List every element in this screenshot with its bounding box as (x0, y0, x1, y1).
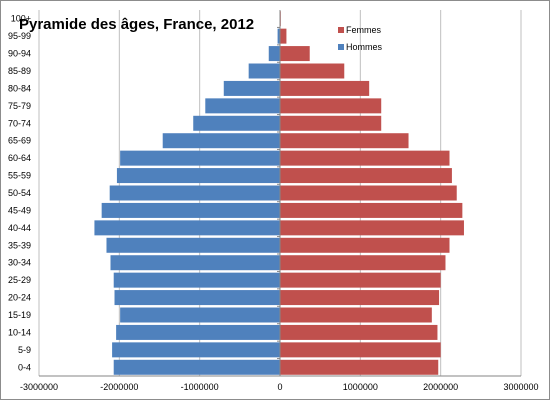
x-tick-label: -3000000 (20, 382, 58, 392)
bar-hommes-15-19 (120, 307, 281, 323)
bar-femmes-45-49 (280, 202, 463, 218)
bar-femmes-5-9 (280, 342, 441, 358)
y-tick-label: 0-4 (18, 362, 31, 372)
chart-title: Pyramide des âges, France, 2012 (19, 16, 254, 33)
bar-femmes-65-69 (280, 133, 409, 149)
legend-swatch-hommes (338, 44, 344, 50)
legend-label-femmes: Femmes (346, 25, 382, 35)
y-tick-label: 70-74 (8, 118, 31, 128)
bar-hommes-80-84 (223, 80, 280, 96)
x-tick-label: 1000000 (343, 382, 378, 392)
y-tick-label: 85-89 (8, 66, 31, 76)
bar-hommes-50-54 (109, 185, 281, 201)
bar-hommes-25-29 (113, 272, 281, 288)
x-tick-label: -2000000 (100, 382, 138, 392)
x-tick-label: 0 (277, 382, 282, 392)
y-tick-label: 95-99 (8, 31, 31, 41)
y-tick-label: 50-54 (8, 188, 31, 198)
bar-hommes-5-9 (112, 342, 280, 358)
x-tick-label: 2000000 (423, 382, 458, 392)
bar-hommes-85-89 (248, 63, 280, 79)
legend-swatch-femmes (338, 27, 344, 33)
bar-femmes-10-14 (280, 324, 438, 340)
bar-femmes-95-99 (280, 28, 287, 44)
x-tick-label: -1000000 (181, 382, 219, 392)
bar-hommes-60-64 (120, 150, 281, 166)
bar-hommes-55-59 (116, 168, 280, 184)
bar-femmes-25-29 (280, 272, 441, 288)
bar-hommes-30-34 (110, 255, 280, 271)
y-tick-label: 90-94 (8, 49, 31, 59)
y-tick-label: 60-64 (8, 153, 31, 163)
y-tick-label: 80-84 (8, 83, 31, 93)
y-tick-label: 10-14 (8, 327, 31, 337)
bar-femmes-75-79 (280, 98, 382, 114)
y-tick-label: 100+ (11, 14, 31, 24)
bar-femmes-20-24 (280, 290, 440, 306)
axis-layer: -3000000 -2000000 -1000000 0 1000000 2000000 3… (8, 10, 539, 392)
y-tick-label: 25-29 (8, 275, 31, 285)
bar-femmes-40-44 (280, 220, 464, 236)
bar-hommes-40-44 (94, 220, 281, 236)
bar-femmes-15-19 (280, 307, 432, 323)
bar-femmes-70-74 (280, 115, 382, 131)
bar-hommes-90-94 (268, 46, 280, 62)
bar-femmes-30-34 (280, 255, 446, 271)
bars-layer (94, 11, 464, 375)
bar-femmes-50-54 (280, 185, 457, 201)
bar-hommes-65-69 (162, 133, 280, 149)
y-tick-label: 15-19 (8, 310, 31, 320)
y-tick-label: 5-9 (18, 345, 31, 355)
bar-hommes-10-14 (116, 324, 281, 340)
bar-hommes-0-4 (113, 359, 281, 375)
bar-femmes-90-94 (280, 46, 310, 62)
bar-hommes-35-39 (106, 237, 280, 253)
y-tick-label: 40-44 (8, 223, 31, 233)
bar-femmes-35-39 (280, 237, 450, 253)
bar-femmes-60-64 (280, 150, 450, 166)
y-tick-label: 75-79 (8, 101, 31, 111)
bar-femmes-55-59 (280, 168, 452, 184)
bar-femmes-80-84 (280, 80, 370, 96)
bar-hommes-95-99 (277, 28, 280, 44)
y-tick-label: 30-34 (8, 258, 31, 268)
legend-label-hommes: Hommes (346, 42, 383, 52)
bar-hommes-45-49 (101, 202, 280, 218)
bar-femmes-85-89 (280, 63, 345, 79)
y-tick-label: 55-59 (8, 171, 31, 181)
y-tick-label: 65-69 (8, 136, 31, 146)
bar-femmes-0-4 (280, 359, 439, 375)
bar-hommes-70-74 (193, 115, 280, 131)
bar-hommes-75-79 (205, 98, 280, 114)
bar-hommes-20-24 (114, 290, 280, 306)
y-tick-label: 20-24 (8, 293, 31, 303)
legend: Femmes Hommes (338, 25, 383, 52)
y-tick-label: 45-49 (8, 205, 31, 215)
y-tick-label: 35-39 (8, 240, 31, 250)
x-tick-label: 3000000 (503, 382, 538, 392)
